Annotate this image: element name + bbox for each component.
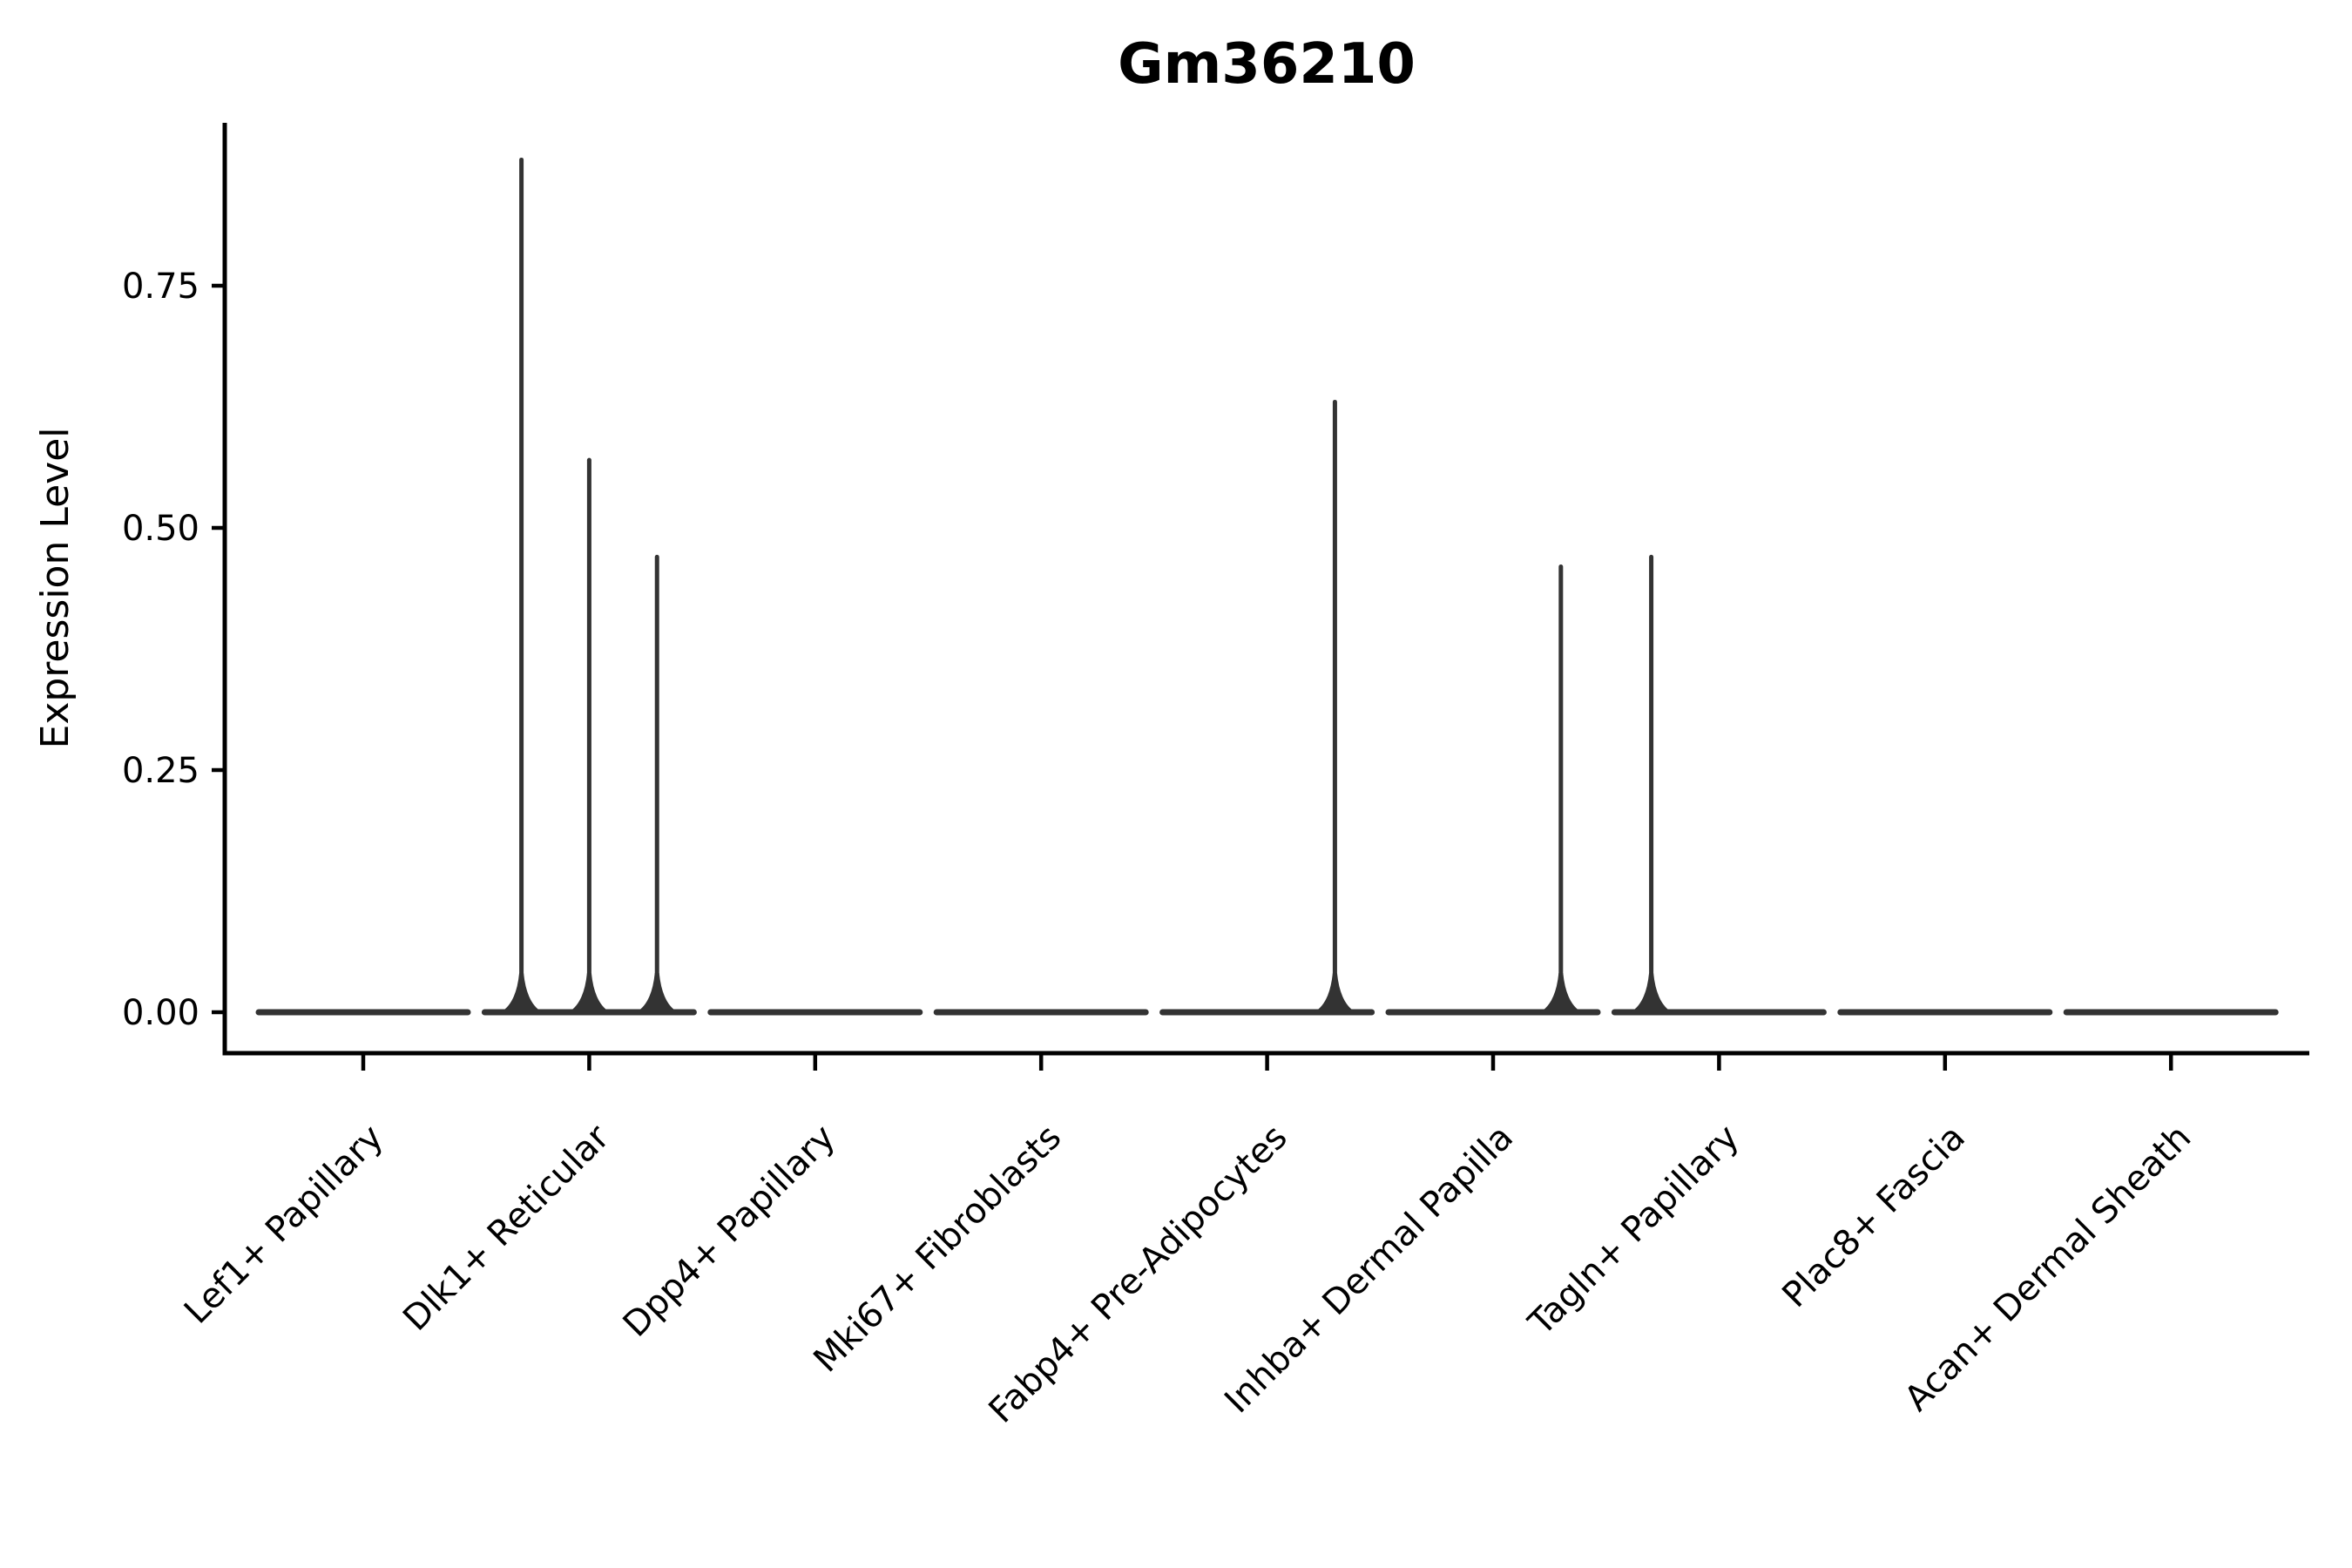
spike-base-flare: [568, 973, 611, 1012]
x-tick-label: Plac8+ Fascia: [1774, 1118, 1973, 1316]
spike-base-flare: [636, 973, 679, 1012]
x-tick-label: Mki67+ Fibroblasts: [806, 1118, 1069, 1381]
x-tick-label: Lef1+ Papillary: [177, 1118, 391, 1332]
x-tick-label: Dlk1+ Reticular: [395, 1117, 618, 1339]
y-tick-label: 0.50: [122, 509, 199, 549]
x-tick-label: Dpp4+ Papillary: [616, 1118, 843, 1345]
violin: [1159, 399, 1375, 1016]
axes: 0.00 0.25 0.50 0.75 Lef1+ Papillary Dlk1+ Ret…: [122, 123, 2309, 1431]
y-tick-label: 0.75: [122, 267, 199, 307]
spike-base-flare: [500, 973, 543, 1012]
spike-base-flare: [1539, 973, 1582, 1012]
violin: [1611, 554, 1827, 1016]
y-tick-label: 0.00: [122, 993, 199, 1033]
y-axis-label: Expression Level: [33, 428, 78, 749]
spike-base-flare: [1314, 973, 1356, 1012]
violin: [1385, 564, 1601, 1016]
violins: [255, 157, 2279, 1016]
y-tick-label: 0.25: [122, 751, 199, 791]
chart-title: Gm36210: [1118, 32, 1416, 97]
x-tick-label: Tagln+ Papillary: [1521, 1118, 1747, 1344]
spike-base-flare: [1630, 973, 1673, 1012]
violin: [481, 157, 697, 1016]
